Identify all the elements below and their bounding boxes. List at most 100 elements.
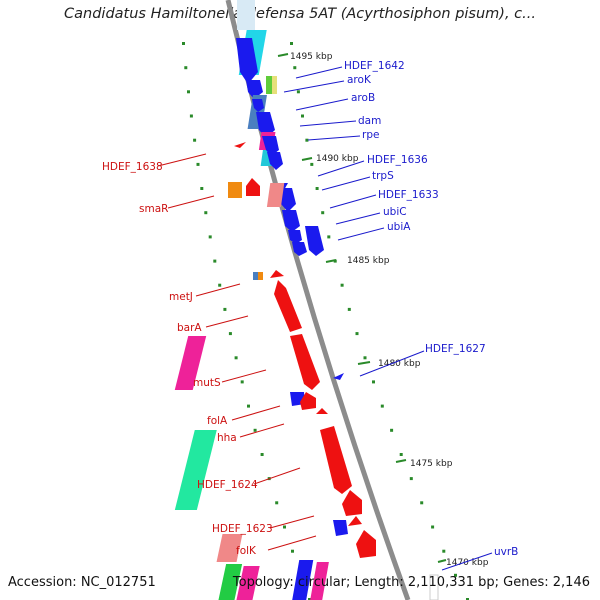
left-guide-dot [204,211,208,215]
label-ubia: ubiA [387,221,411,233]
label-dam: dam [358,115,381,127]
gene-ubic [282,210,300,232]
reverse-strand-genes [174,142,376,600]
right-guide-dot [442,549,446,553]
label-ubic: ubiC [383,206,407,218]
label-trps: trpS [372,170,394,182]
gene-pink-bottom [236,566,260,600]
label-muts: mutS [193,377,221,389]
gene-hdef-1633 [266,183,285,207]
label-uvrb: uvrB [494,546,518,558]
right-guide-dot [355,332,359,336]
tick-label-1485: 1485 kbp [347,256,390,266]
right-guide-dot [454,573,457,577]
gene-folk-pink [216,534,243,562]
gene-hdef-1642 [236,38,258,84]
tick-label-1470: 1470 kbp [446,558,489,568]
label-hdef-1627: HDEF_1627 [425,343,486,355]
label-hdef-1642: HDEF_1642 [344,60,405,72]
gene-fola [300,392,316,410]
gene-muts-pink [174,336,207,390]
right-guide-dot [310,162,314,166]
forward-strand-genes [236,0,439,600]
forward-leader-lines [283,66,493,571]
gene-hdef-1638 [234,142,246,148]
gene-folk [356,530,376,558]
gene-ubia [305,226,324,256]
gene-metj [270,270,284,278]
gene-blue-b [262,136,279,156]
left-guide-dot [275,501,279,505]
topology-summary: Topology: circular; Length: 2,110,331 bp… [232,575,590,590]
right-guide-dot [315,187,319,190]
left-guide-dot [200,187,204,190]
right-guide-dot [293,66,297,70]
right-guide-dot [363,356,367,360]
left-guide-dot [260,453,264,456]
left-guide-dot [187,90,190,94]
left-guide-dot [182,42,185,45]
left-guide-dot [208,235,212,239]
right-guide-dot [380,404,384,408]
left-guide-dot [218,283,222,287]
label-folk: folK [236,545,257,557]
left-guide-dot [184,66,188,70]
label-hdef-1623: HDEF_1623 [212,523,273,535]
right-guide-dot [301,114,304,118]
forward-gene-labels: HDEF_1642 aroK aroB dam rpe HDEF_1636 tr… [344,60,518,558]
right-guide-dot [296,90,300,94]
right-guide-dot [466,598,469,600]
reverse-leader-lines [157,153,317,551]
right-guide-dot [399,453,403,456]
tick-label-1490: 1490 kbp [316,154,359,164]
gene-hha [316,408,328,414]
gene-hdef-1624 [320,426,352,494]
label-rpe: rpe [362,129,379,141]
label-fola: folA [207,415,228,427]
gene-hdef-1642-top [237,0,255,30]
gene-dam [256,112,275,138]
label-hdef-1633: HDEF_1633 [378,189,439,201]
left-guide-dot [196,162,200,166]
label-smar: smaR [139,203,168,215]
gene-hdef-1624-green [174,430,217,510]
right-guide-dot [340,283,344,287]
left-guide-dot [189,114,193,118]
left-guide-dot [228,332,232,336]
gene-blue-small [246,80,263,99]
right-guide-dot [372,380,375,384]
right-guide-dot [290,42,293,45]
right-guide-dot [409,477,413,481]
left-guide-dot [213,259,217,263]
left-guide-dot [223,307,227,311]
gene-blue-e [292,242,307,256]
left-guide-dot [291,549,294,553]
gene-hdef-1623 [348,516,362,526]
gene-metj-b [258,272,263,280]
left-guide-dot [247,404,250,408]
gene-uvrb-b [310,562,329,600]
right-guide-dot [305,138,309,142]
gene-blue-a [252,99,264,112]
right-guide-dot [431,525,435,529]
label-hdef-1638: HDEF_1638 [102,161,163,173]
gene-arok-b [272,76,277,94]
left-guide-dot [253,428,257,432]
accession-text: Accession: NC_012751 [8,575,156,590]
gene-arok [266,76,272,94]
gene-blue-d [288,230,302,244]
gene-uvrb-c [429,574,439,600]
label-metj: metJ [169,291,193,303]
label-arob: aroB [351,92,375,104]
left-guide-dot [234,356,238,360]
map-title: Candidatus Hamiltonella defensa 5AT (Acy… [64,6,536,22]
gene-red-a [342,490,362,516]
label-hdef-1624: HDEF_1624 [197,479,258,491]
gene-blue-g [333,520,348,536]
label-arok: aroK [347,74,372,86]
left-guide-dot [283,525,286,529]
gene-uvrb [292,560,314,600]
right-guide-dot [390,428,394,432]
gene-bara [274,280,302,332]
